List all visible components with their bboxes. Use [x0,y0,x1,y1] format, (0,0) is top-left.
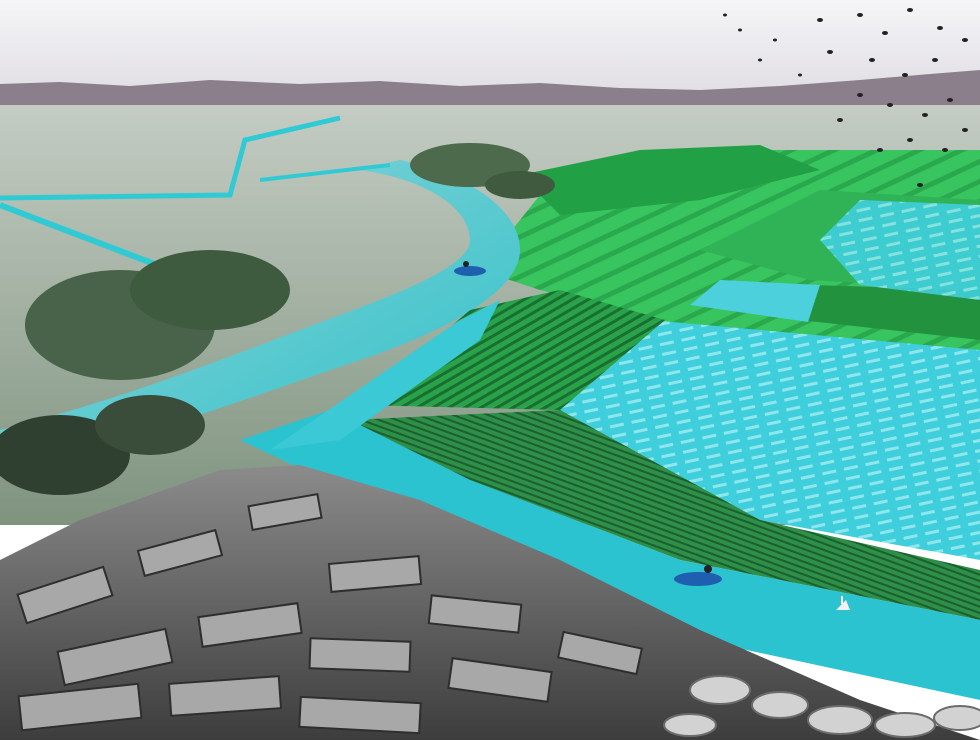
small-white-boat [836,596,850,610]
turquoise-canal-mid [0,115,341,201]
rowboat-river [454,261,486,276]
tree-clusters [0,143,555,495]
green-field-right [800,285,980,340]
river [0,160,520,470]
rowboat-canal [674,565,722,586]
curved-crop-rows [360,290,665,410]
turquoise-paddy-top-right [820,200,980,300]
turquoise-pond [690,280,820,322]
turquoise-canal-connector [270,300,500,450]
stone-block-details [16,492,644,735]
distant-hills [0,70,980,112]
flock-of-birds [723,8,968,187]
turquoise-canal-diag [259,163,391,182]
turquoise-water-channel [240,410,980,700]
green-field-far [520,145,820,215]
green-crop-field-large [350,410,980,620]
concrete-tetrapods [663,675,980,738]
turquoise-canal-left [0,202,172,273]
turquoise-paddy-field [560,320,980,560]
